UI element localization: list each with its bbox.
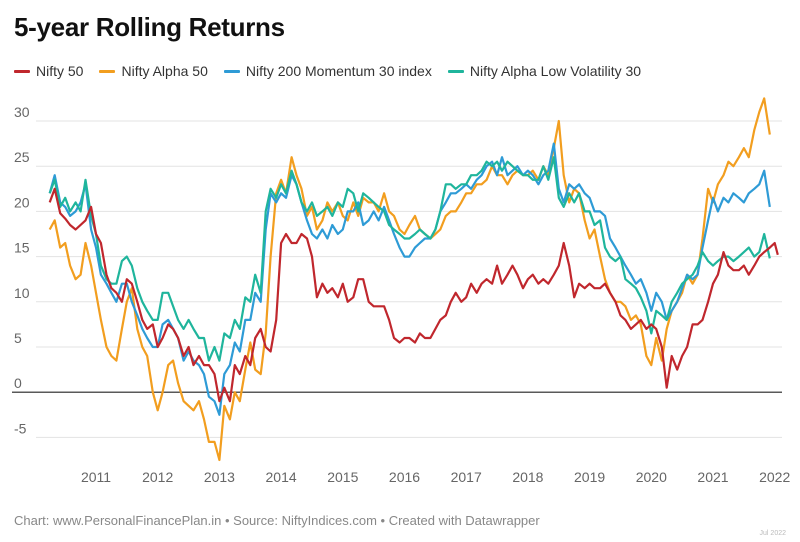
x-tick-label: 2020: [636, 469, 667, 485]
legend-label: Nifty 50: [36, 63, 84, 79]
legend-swatch: [14, 69, 30, 73]
x-tick-label: 2016: [389, 469, 420, 485]
legend-label: Nifty 200 Momentum 30 index: [245, 63, 432, 79]
x-tick-label: 2018: [512, 469, 543, 485]
y-tick-label: 15: [14, 240, 30, 256]
y-tick-label: -5: [14, 420, 27, 436]
y-tick-label: 5: [14, 330, 22, 346]
series-line-nifty-200-momentum-30-index: [48, 142, 771, 416]
chart-title: 5-year Rolling Returns: [14, 12, 285, 42]
y-axis: -5 0 5 10 15 20 25 30: [14, 104, 30, 436]
legend-item-nifty-50: Nifty 50: [14, 63, 83, 79]
legend-item-nifty-200-momentum: Nifty 200 Momentum 30 index: [223, 63, 432, 79]
legend-item-nifty-alpha-50: Nifty Alpha 50: [99, 63, 208, 79]
chart-legend: Nifty 50 Nifty Alpha 50 Nifty 200 Moment…: [14, 63, 641, 79]
legend-swatch: [223, 69, 240, 73]
corner-mark: Jul 2022: [759, 530, 786, 537]
y-tick-label: 25: [14, 149, 30, 165]
legend-swatch: [99, 69, 116, 73]
x-tick-label: 2013: [204, 469, 235, 485]
legend-label: Nifty Alpha Low Volatility 30: [469, 63, 642, 79]
x-tick-label: 2012: [142, 469, 173, 485]
x-tick-label: 2017: [451, 469, 482, 485]
series-line-nifty-alpha-50: [48, 97, 771, 462]
series-line-nifty-alpha-low-volatility-30: [48, 156, 771, 362]
chart-footer: Chart: www.PersonalFinancePlan.in • Sour…: [14, 513, 540, 528]
legend-item-nifty-alpha-low-vol: Nifty Alpha Low Volatility 30: [447, 63, 642, 79]
series-lines: [48, 97, 779, 462]
legend-swatch: [447, 69, 464, 73]
y-tick-label: 0: [14, 375, 22, 391]
x-tick-label: 2022: [759, 469, 790, 485]
series-line-nifty-50: [48, 187, 779, 403]
x-tick-label: 2014: [266, 469, 297, 485]
y-tick-label: 10: [14, 285, 30, 301]
x-tick-label: 2015: [327, 469, 358, 485]
y-tick-label: 20: [14, 194, 30, 210]
y-tick-label: 30: [14, 104, 30, 120]
x-tick-label: 2011: [81, 469, 111, 485]
x-tick-label: 2019: [574, 469, 605, 485]
legend-label: Nifty Alpha 50: [121, 63, 208, 79]
x-axis: 2011 2012 2013 2014 2015 2016 2017 2018 2019 2020…: [81, 469, 791, 485]
x-tick-label: 2021: [697, 469, 728, 485]
